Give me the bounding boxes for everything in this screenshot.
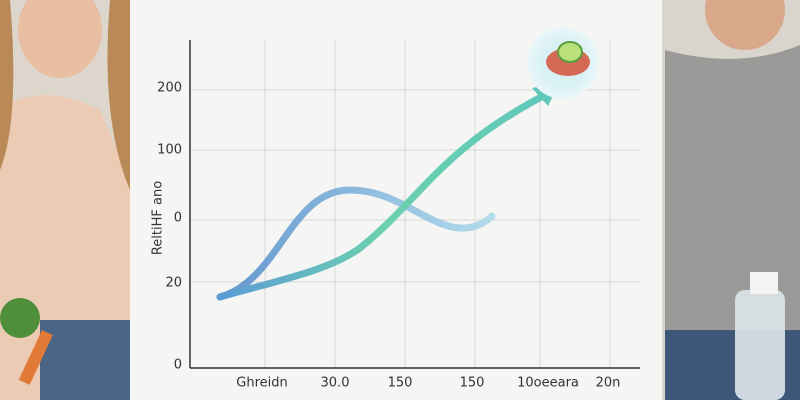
green-curve [216,91,549,301]
x-label: 20n [596,376,621,391]
x-label: Ghreidn [236,376,287,391]
food-icon [527,27,599,99]
y-label: 0 [174,211,182,226]
y-axis-label: ReltiHF ano [151,181,166,255]
axes [189,40,640,369]
y-label: 20 [165,276,182,291]
blue-curve [216,186,496,301]
y-label: 200 [157,81,182,96]
x-label: 10oeeara [517,376,579,391]
y-label: 100 [157,143,182,158]
left-person [0,0,130,400]
x-label: 150 [460,376,485,391]
x-label: 150 [388,376,413,391]
x-label: 30.0 [321,376,350,391]
right-person [660,0,800,400]
y-label: 0 [174,358,182,373]
